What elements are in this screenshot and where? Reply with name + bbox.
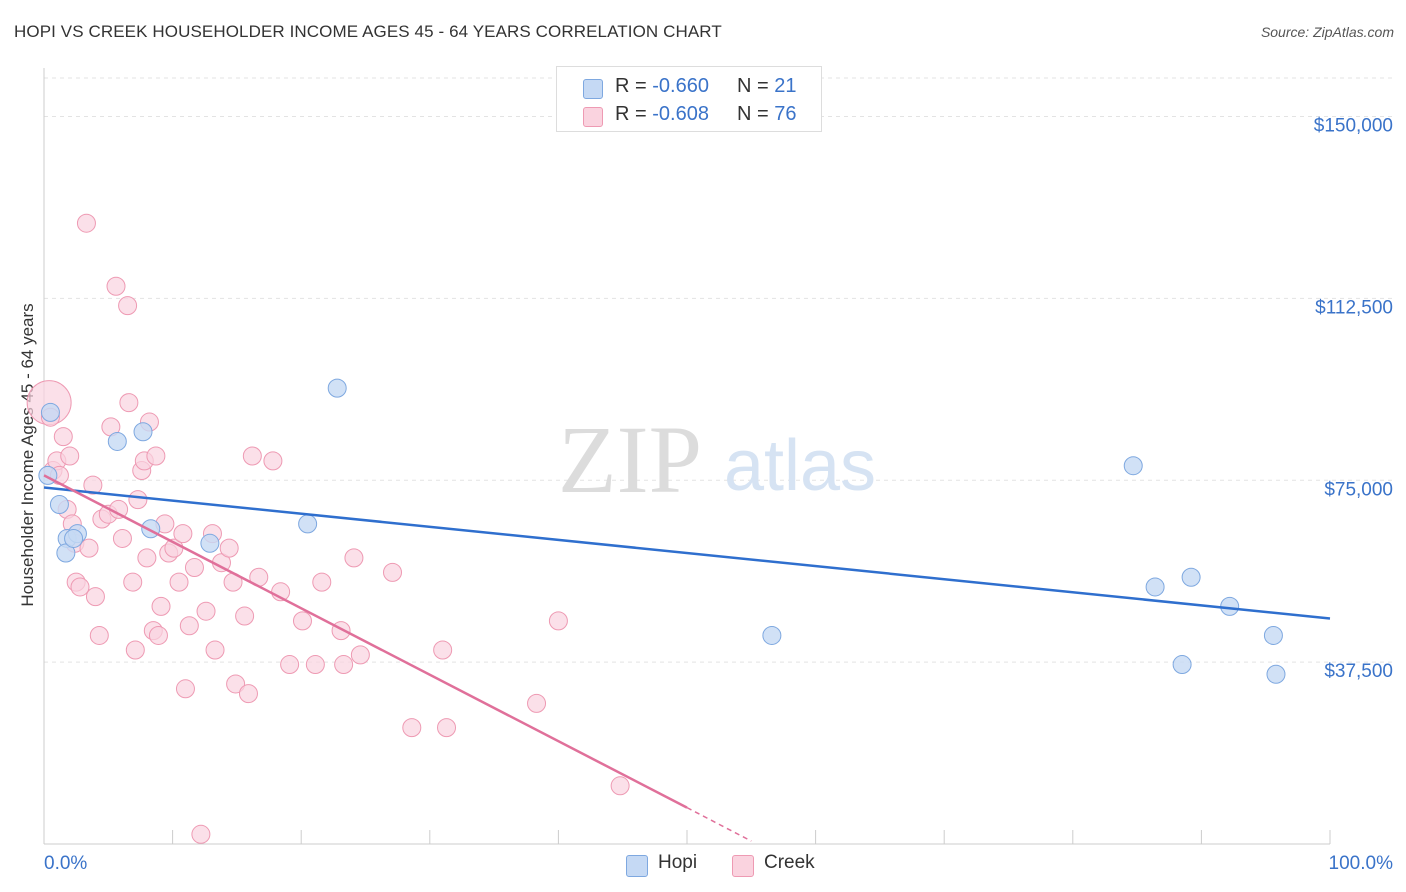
creek-point <box>191 824 211 844</box>
hopi-point <box>64 528 84 548</box>
trend-lines <box>43 474 1331 842</box>
creek-point <box>334 655 354 675</box>
creek-point <box>305 655 325 675</box>
watermark-atlas: atlas <box>724 426 876 506</box>
creek-point <box>344 548 364 568</box>
creek-point <box>242 446 262 466</box>
creek-point <box>610 776 630 796</box>
creek-point <box>548 611 568 631</box>
creek-point <box>350 645 370 665</box>
creek-point <box>118 296 138 316</box>
creek-point <box>70 577 90 597</box>
hopi-point <box>107 431 127 451</box>
creek-point <box>219 538 239 558</box>
bottom-swatch-hopi <box>626 855 648 877</box>
hopi-point <box>1172 655 1192 675</box>
x-tick-label: 100.0% <box>1329 853 1394 874</box>
legend-swatch-hopi <box>583 79 603 99</box>
creek-point <box>106 276 126 296</box>
creek-point <box>280 655 300 675</box>
y-tick-label: $112,500 <box>1315 297 1393 318</box>
bottom-label-hopi: Hopi <box>658 852 698 873</box>
correlation-legend: R = -0.660 N = 21 R = -0.608 N = 76 <box>556 66 822 132</box>
hopi-point <box>1266 664 1286 684</box>
creek-trend-line <box>43 474 688 809</box>
creek-point <box>196 601 216 621</box>
creek-point <box>137 548 157 568</box>
creek-point <box>125 640 145 660</box>
hopi-point <box>762 625 782 645</box>
creek-point <box>437 718 457 738</box>
x-tick-labels: 0.0% 100.0% <box>44 853 1393 874</box>
creek-point <box>402 718 422 738</box>
creek-trend-extension <box>686 806 752 842</box>
legend-r-hopi: R = -0.660 <box>615 75 709 97</box>
creek-point <box>292 611 312 631</box>
y-tick-label: $150,000 <box>1314 116 1393 137</box>
creek-point <box>383 562 403 582</box>
creek-point <box>205 640 225 660</box>
creek-points <box>26 213 630 844</box>
hopi-point <box>1145 577 1165 597</box>
hopi-point <box>1181 567 1201 587</box>
creek-point <box>85 587 105 607</box>
creek-point <box>263 451 283 471</box>
creek-point <box>184 558 204 578</box>
creek-point <box>169 572 189 592</box>
creek-point <box>148 625 168 645</box>
hopi-point <box>327 378 347 398</box>
creek-point <box>60 446 80 466</box>
watermark: ZIP atlas <box>558 406 876 513</box>
creek-point <box>123 572 143 592</box>
hopi-point <box>56 543 76 563</box>
hopi-point <box>1263 625 1283 645</box>
chart-title: HOPI VS CREEK HOUSEHOLDER INCOME AGES 45… <box>14 22 722 41</box>
legend-swatch-creek <box>583 107 603 127</box>
watermark-zip: ZIP <box>558 406 702 513</box>
hopi-point <box>1123 456 1143 476</box>
legend-n-creek: N = 76 <box>737 103 797 125</box>
creek-point <box>175 679 195 699</box>
creek-point <box>128 490 148 510</box>
creek-point <box>238 684 258 704</box>
creek-point <box>226 674 246 694</box>
axes <box>43 68 1331 845</box>
creek-point <box>235 606 255 626</box>
creek-point <box>119 393 139 413</box>
y-tick-labels: $37,500 $75,000 $112,500 $150,000 <box>1314 116 1393 683</box>
legend-row-hopi: R = -0.660 N = 21 <box>557 73 821 101</box>
creek-point <box>527 693 547 713</box>
hopi-points <box>38 378 1286 684</box>
hopi-point <box>49 495 69 514</box>
hopi-point <box>1220 596 1240 616</box>
creek-point <box>433 640 453 660</box>
y-tick-label: $37,500 <box>1324 661 1393 682</box>
hopi-point <box>133 422 153 442</box>
x-tick-label: 0.0% <box>44 853 87 874</box>
hopi-point <box>200 533 220 553</box>
creek-point <box>312 572 332 592</box>
y-tick-label: $75,000 <box>1324 479 1393 500</box>
creek-point <box>53 427 73 447</box>
hopi-point <box>298 514 318 534</box>
creek-point <box>76 213 96 233</box>
creek-point <box>179 616 199 636</box>
source-label: Source: ZipAtlas.com <box>1260 24 1394 40</box>
hopi-point <box>40 402 60 422</box>
creek-point <box>146 446 166 466</box>
creek-point <box>83 475 103 495</box>
bottom-swatch-creek <box>732 855 754 877</box>
creek-point <box>89 625 109 645</box>
legend-r-creek: R = -0.608 <box>615 103 709 125</box>
creek-point <box>173 524 193 544</box>
creek-point <box>112 528 132 548</box>
creek-point <box>151 596 171 616</box>
creek-point <box>79 538 99 558</box>
legend-row-creek: R = -0.608 N = 76 <box>557 101 821 129</box>
bottom-label-creek: Creek <box>764 852 815 873</box>
hopi-trend-line <box>43 486 1331 620</box>
legend-n-hopi: N = 21 <box>737 75 797 97</box>
